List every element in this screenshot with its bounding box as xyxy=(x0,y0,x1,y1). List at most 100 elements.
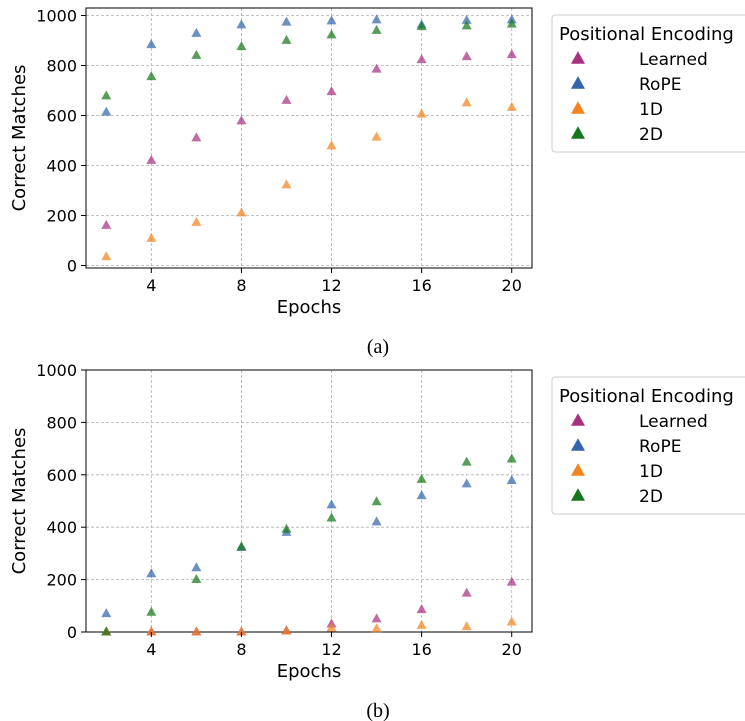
data-point-rope xyxy=(146,568,157,578)
data-point-rope xyxy=(326,499,337,509)
data-point-rope xyxy=(101,608,112,618)
data-points-b xyxy=(101,453,517,636)
legend-title-a: Positional Encoding xyxy=(559,24,734,45)
legend-frame-b xyxy=(551,376,745,515)
data-point-rope xyxy=(416,490,427,500)
data-point-2d xyxy=(416,21,427,31)
x-tick-label: 16 xyxy=(411,276,431,295)
data-point-1d xyxy=(191,216,202,226)
data-point-1d xyxy=(506,101,517,111)
legend-marker-1d xyxy=(571,463,585,476)
x-axis-title-b: Epochs xyxy=(277,661,342,682)
data-point-2d xyxy=(281,34,292,44)
data-point-learned xyxy=(281,94,292,104)
y-tick-label: 0 xyxy=(67,623,77,642)
data-point-2d xyxy=(326,512,337,522)
data-point-2d xyxy=(236,541,247,551)
y-tick-label: 0 xyxy=(67,257,77,276)
data-point-2d xyxy=(281,523,292,533)
data-point-rope xyxy=(461,14,472,24)
legend-label-1d: 1D xyxy=(639,100,663,120)
grid-lines-a xyxy=(86,8,532,268)
y-tick-label: 600 xyxy=(46,107,77,126)
data-point-2d xyxy=(101,626,112,636)
data-point-2d xyxy=(461,456,472,466)
data-point-1d xyxy=(416,108,427,118)
data-point-rope xyxy=(191,562,202,572)
data-point-1d xyxy=(281,179,292,189)
data-point-learned xyxy=(236,115,247,125)
x-tick-label: 12 xyxy=(321,640,341,659)
x-tick-label: 4 xyxy=(146,640,156,659)
y-axis-title-a: Correct Matches xyxy=(9,65,30,212)
data-point-2d xyxy=(101,90,112,100)
legend-label-learned: Learned xyxy=(639,50,708,70)
legend-label-2d: 2D xyxy=(639,487,663,507)
data-point-1d xyxy=(326,622,337,632)
data-point-learned xyxy=(416,604,427,614)
data-point-rope xyxy=(461,478,472,488)
data-point-1d xyxy=(236,626,247,636)
data-point-1d xyxy=(371,131,382,141)
legend-items-b: Learned RoPE 1D 2D xyxy=(571,412,708,507)
y-tick-label: 200 xyxy=(46,207,77,226)
data-point-learned xyxy=(326,86,337,96)
y-axis-title-b: Correct Matches xyxy=(9,428,30,575)
data-point-1d xyxy=(461,97,472,107)
data-point-1d xyxy=(506,616,517,626)
y-tick-label: 600 xyxy=(46,466,77,485)
legend-marker-learned xyxy=(571,413,585,426)
x-tick-label: 12 xyxy=(321,276,341,295)
data-point-2d xyxy=(371,24,382,34)
data-point-2d xyxy=(416,473,427,483)
data-point-learned xyxy=(461,51,472,61)
data-point-2d xyxy=(191,574,202,584)
data-point-learned xyxy=(461,587,472,597)
data-point-learned xyxy=(146,154,157,164)
legend-marker-rope xyxy=(571,76,585,89)
legend-a: Positional Encoding Learned RoPE 1D 2D xyxy=(551,14,745,153)
legend-b: Positional Encoding Learned RoPE 1D 2D xyxy=(551,376,745,515)
data-point-rope xyxy=(506,474,517,484)
data-point-2d xyxy=(506,18,517,28)
data-point-rope xyxy=(371,14,382,24)
data-point-1d xyxy=(236,207,247,217)
x-tick-label: 4 xyxy=(146,276,156,295)
x-tick-label: 20 xyxy=(502,276,522,295)
data-point-1d xyxy=(326,140,337,150)
data-point-2d xyxy=(461,20,472,30)
y-tick-label: 800 xyxy=(46,57,77,76)
legend-title-b: Positional Encoding xyxy=(559,386,734,407)
legend-marker-learned xyxy=(571,51,585,64)
data-point-rope xyxy=(191,27,202,37)
data-points-a xyxy=(101,14,517,261)
data-point-learned xyxy=(506,576,517,586)
data-point-rope xyxy=(326,15,337,25)
data-point-learned xyxy=(416,54,427,64)
data-point-learned xyxy=(371,613,382,623)
data-point-rope xyxy=(371,516,382,526)
data-point-1d xyxy=(461,621,472,631)
y-tick-label: 1000 xyxy=(36,7,77,26)
x-tick-label: 8 xyxy=(236,640,246,659)
legend-marker-1d xyxy=(571,101,585,114)
plot-area-a xyxy=(85,7,533,269)
data-point-2d xyxy=(506,453,517,463)
data-point-2d xyxy=(326,29,337,39)
data-point-1d xyxy=(281,625,292,635)
data-point-learned xyxy=(371,63,382,73)
y-tick-label: 400 xyxy=(46,157,77,176)
y-tick-label: 1000 xyxy=(36,361,77,380)
data-point-learned xyxy=(191,132,202,142)
y-tick-label: 800 xyxy=(46,413,77,432)
data-point-rope xyxy=(281,16,292,26)
legend-marker-rope xyxy=(571,438,585,451)
legend-label-rope: RoPE xyxy=(639,437,681,457)
plot-area-b xyxy=(85,369,533,633)
data-point-1d xyxy=(146,626,157,636)
data-point-1d xyxy=(146,232,157,242)
